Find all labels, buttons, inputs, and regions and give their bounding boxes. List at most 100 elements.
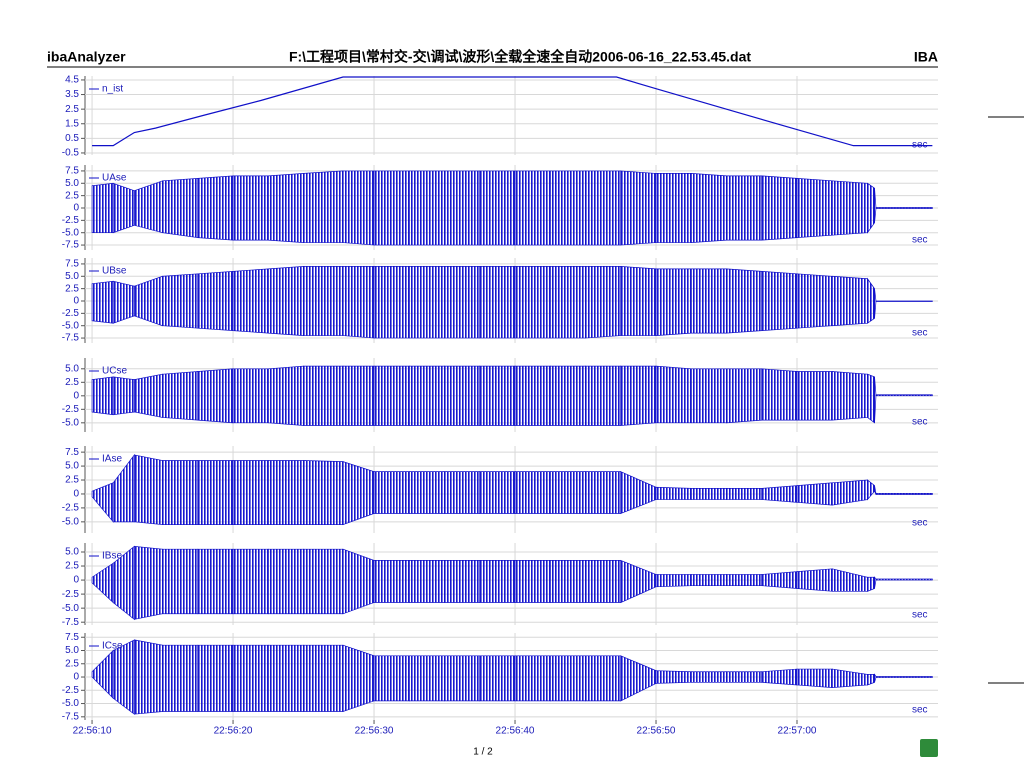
signal-envelope <box>303 266 344 336</box>
signal-envelope <box>585 170 622 246</box>
y-tick-label: -0.5 <box>62 148 80 159</box>
signal-envelope <box>726 368 763 424</box>
signal-envelope <box>479 266 516 339</box>
y-tick-label: 5.0 <box>65 363 79 374</box>
signal-envelope <box>162 177 199 239</box>
signal-envelope <box>133 180 163 234</box>
signal-envelope <box>620 170 657 246</box>
signal-envelope <box>875 493 933 495</box>
legend-label: ICse <box>102 641 123 652</box>
y-tick-label: -7.5 <box>62 711 80 722</box>
y-tick-label: 7.5 <box>65 447 79 458</box>
y-tick-label: -2.5 <box>62 215 80 226</box>
signal-envelope <box>444 560 481 603</box>
signal-envelope <box>655 574 692 588</box>
signal-envelope <box>514 471 551 514</box>
signal-envelope <box>585 266 622 339</box>
signal-envelope <box>585 560 622 603</box>
y-tick-label: 5.0 <box>65 271 79 282</box>
file-name: F:\工程项目\常村交-交\调试\波形\全载全速全自动2006-06-16_22… <box>289 49 751 65</box>
signal-envelope <box>549 560 586 603</box>
signal-envelope <box>91 649 114 700</box>
y-tick-label: 2.5 <box>65 283 79 294</box>
signal-envelope <box>796 482 833 506</box>
signal-envelope <box>267 173 304 243</box>
signal-envelope <box>342 365 375 426</box>
signal-envelope <box>867 373 875 424</box>
signal-envelope <box>514 170 551 246</box>
signal-envelope <box>514 365 551 426</box>
y-tick-label: -5.0 <box>62 603 80 614</box>
signal-envelope <box>585 365 622 426</box>
signal-envelope <box>133 275 163 327</box>
signal-envelope <box>831 275 868 327</box>
y-tick-label: 4.5 <box>65 75 79 86</box>
y-tick-label: 2.5 <box>65 475 79 486</box>
signal-envelope <box>831 568 868 592</box>
signal-envelope <box>874 188 877 223</box>
series-line <box>92 76 933 147</box>
y-tick-label: -2.5 <box>62 685 80 696</box>
y-tick-label: 0 <box>73 575 79 586</box>
y-tick-label: 1.5 <box>65 118 79 129</box>
y-tick-label: 0 <box>73 296 79 307</box>
legend-label: IBse <box>102 551 122 562</box>
signal-envelope <box>162 371 199 421</box>
signal-envelope <box>549 170 586 246</box>
signal-envelope <box>408 471 445 514</box>
signal-envelope <box>303 548 344 615</box>
x-unit: sec <box>912 518 928 529</box>
signal-envelope <box>655 173 692 243</box>
signal-envelope <box>267 266 304 336</box>
signal-envelope <box>655 670 692 684</box>
signal-envelope <box>197 548 234 615</box>
x-unit: sec <box>912 235 928 246</box>
y-tick-label: -5.0 <box>62 516 80 527</box>
signal-envelope <box>373 170 410 246</box>
signal-envelope <box>867 674 875 686</box>
y-tick-label: -2.5 <box>62 589 80 600</box>
signal-envelope <box>549 471 586 514</box>
x-tick-label: 22:56:10 <box>73 726 112 737</box>
signal-envelope <box>726 574 763 587</box>
signal-envelope <box>373 471 410 514</box>
logo-icon <box>920 739 938 757</box>
signal-envelope <box>479 365 516 426</box>
signal-envelope <box>232 548 269 615</box>
signal-envelope <box>303 644 344 712</box>
signal-envelope <box>162 644 199 712</box>
signal-envelope <box>342 461 375 526</box>
signal-envelope <box>831 668 868 689</box>
y-tick-label: 2.5 <box>65 190 79 201</box>
signal-envelope <box>162 460 199 525</box>
y-tick-label: 0 <box>73 672 79 683</box>
signal-envelope <box>620 655 657 702</box>
signal-envelope <box>655 268 692 336</box>
signal-envelope <box>761 485 798 503</box>
y-tick-label: 3.5 <box>65 89 79 100</box>
legend-label: n_ist <box>102 84 123 95</box>
signal-envelope <box>726 671 763 683</box>
signal-envelope <box>620 365 657 426</box>
signal-envelope <box>690 574 727 587</box>
signal-envelope <box>726 488 763 500</box>
signal-envelope <box>867 576 875 592</box>
signal-envelope <box>514 266 551 339</box>
signal-envelope <box>867 479 875 501</box>
signal-envelope <box>514 655 551 702</box>
signal-envelope <box>549 655 586 702</box>
signal-envelope <box>408 266 445 339</box>
y-tick-label: -7.5 <box>62 240 80 251</box>
signal-envelope <box>585 655 622 702</box>
signal-envelope <box>585 471 622 514</box>
x-unit: sec <box>912 610 928 621</box>
signal-envelope <box>133 373 163 418</box>
signal-envelope <box>197 270 234 332</box>
page-number: 1 / 2 <box>473 747 493 758</box>
signal-envelope <box>761 571 798 589</box>
y-tick-label: 0 <box>73 390 79 401</box>
brand: IBA <box>914 49 938 65</box>
y-tick-label: -2.5 <box>62 308 80 319</box>
app-name: ibaAnalyzer <box>47 49 126 65</box>
signal-envelope <box>874 673 877 683</box>
